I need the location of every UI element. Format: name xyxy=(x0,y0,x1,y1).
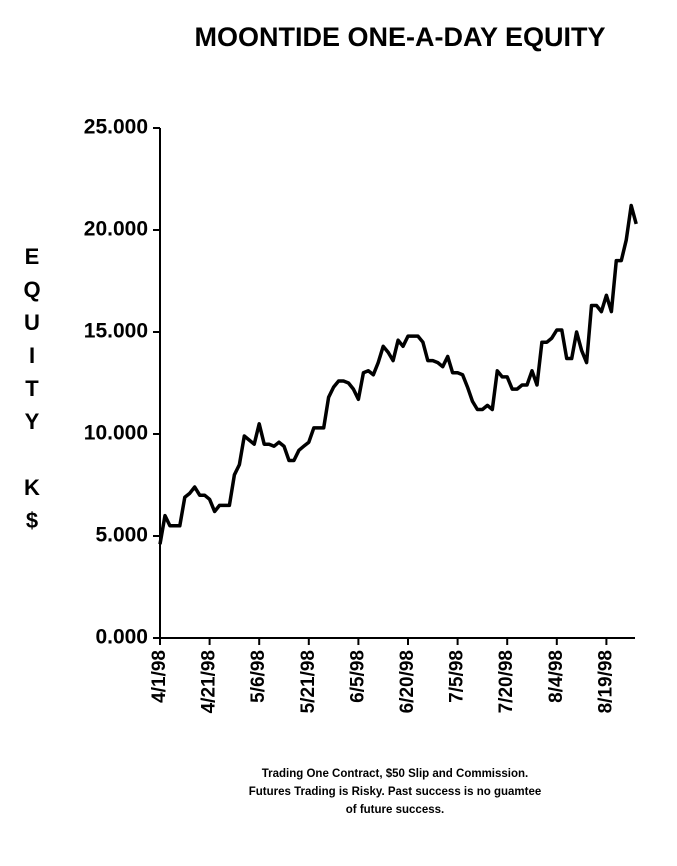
x-tick-label: 8/4/98 xyxy=(546,650,567,703)
y-tick-label: 0.000 xyxy=(95,626,148,649)
note: Trading One Contract, $50 Slip and Commi… xyxy=(262,768,528,780)
x-tick-label: 6/20/98 xyxy=(397,650,418,713)
x-tick-label: 5/21/98 xyxy=(298,650,319,713)
y-tick-label: 25.000 xyxy=(84,116,148,139)
x-tick-label: 4/1/98 xyxy=(149,650,170,703)
y-tick-label: 10.000 xyxy=(84,422,148,445)
note: Futures Trading is Risky. Past success i… xyxy=(249,786,542,798)
chart-title: MOONTIDE ONE-A-DAY EQUITY xyxy=(194,22,605,52)
y-tick-label: 15.000 xyxy=(84,320,148,343)
line xyxy=(158,203,638,545)
x-tick-label: 4/21/98 xyxy=(199,650,220,713)
x-tick-label: 6/5/98 xyxy=(347,650,368,703)
y-axis-title: EQUITY K$ xyxy=(20,244,45,541)
y-tick-label: 20.000 xyxy=(84,218,148,241)
x-tick-label: 7/20/98 xyxy=(496,650,517,713)
x-tick-label: 5/6/98 xyxy=(248,650,269,703)
x-tick-label: 8/19/98 xyxy=(595,650,616,713)
y-tick-label: 5.000 xyxy=(95,524,148,547)
note: of future success. xyxy=(346,804,444,816)
x-tick-label: 7/5/98 xyxy=(447,650,468,703)
